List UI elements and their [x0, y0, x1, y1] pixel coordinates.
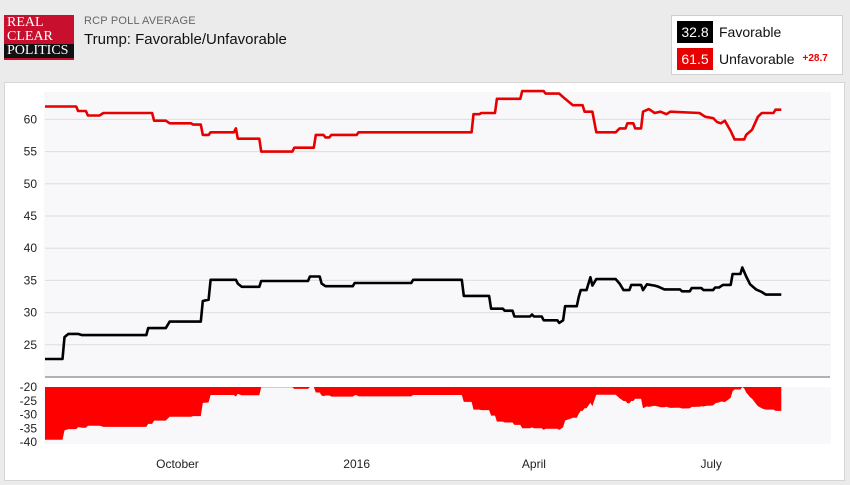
legend-box: 32.8 Favorable 61.5 Unfavorable +28.7	[671, 15, 843, 75]
series-line-unfavorable	[45, 89, 782, 153]
rcp-logo[interactable]: REAL CLEAR POLITICS	[4, 15, 74, 60]
spread-value: +28.7	[802, 53, 828, 64]
header-kicker: RCP POLL AVERAGE	[84, 15, 196, 27]
spread-y-tick-label: -25	[20, 394, 38, 408]
series-line-favorable	[45, 266, 782, 361]
unfavorable-label: Unfavorable	[719, 51, 795, 67]
logo-line-3: POLITICS	[4, 44, 74, 58]
unfavorable-value-badge: 61.5	[677, 48, 713, 70]
logo-line-2: CLEAR	[7, 29, 53, 44]
logo-line-1: REAL	[7, 15, 44, 30]
y-tick-label: 50	[24, 177, 38, 191]
spread-area	[45, 387, 782, 440]
spread-y-tick-label: -30	[20, 408, 38, 422]
x-tick-label: 2016	[343, 457, 370, 471]
x-tick-label: October	[156, 457, 199, 471]
main-plot-background	[44, 92, 831, 377]
y-tick-label: 55	[24, 145, 38, 159]
page-title: Trump: Favorable/Unfavorable	[84, 31, 287, 48]
y-tick-label: 35	[24, 273, 38, 287]
spread-y-tick-label: -20	[20, 380, 38, 394]
spread-y-tick-label: -35	[20, 421, 38, 435]
y-tick-label: 25	[24, 338, 38, 352]
favorable-label: Favorable	[719, 24, 782, 40]
spread-y-tick-label: -40	[20, 435, 38, 449]
y-tick-label: 30	[24, 306, 38, 320]
legend-row-unfavorable: 61.5 Unfavorable +28.7	[677, 48, 828, 70]
x-tick-label: April	[522, 457, 546, 471]
favorable-value-badge: 32.8	[677, 21, 713, 43]
y-tick-label: 45	[24, 209, 38, 223]
y-tick-label: 60	[24, 112, 38, 126]
x-tick-label: July	[701, 457, 722, 471]
legend-row-favorable: 32.8 Favorable	[677, 21, 781, 43]
y-tick-label: 40	[24, 241, 38, 255]
